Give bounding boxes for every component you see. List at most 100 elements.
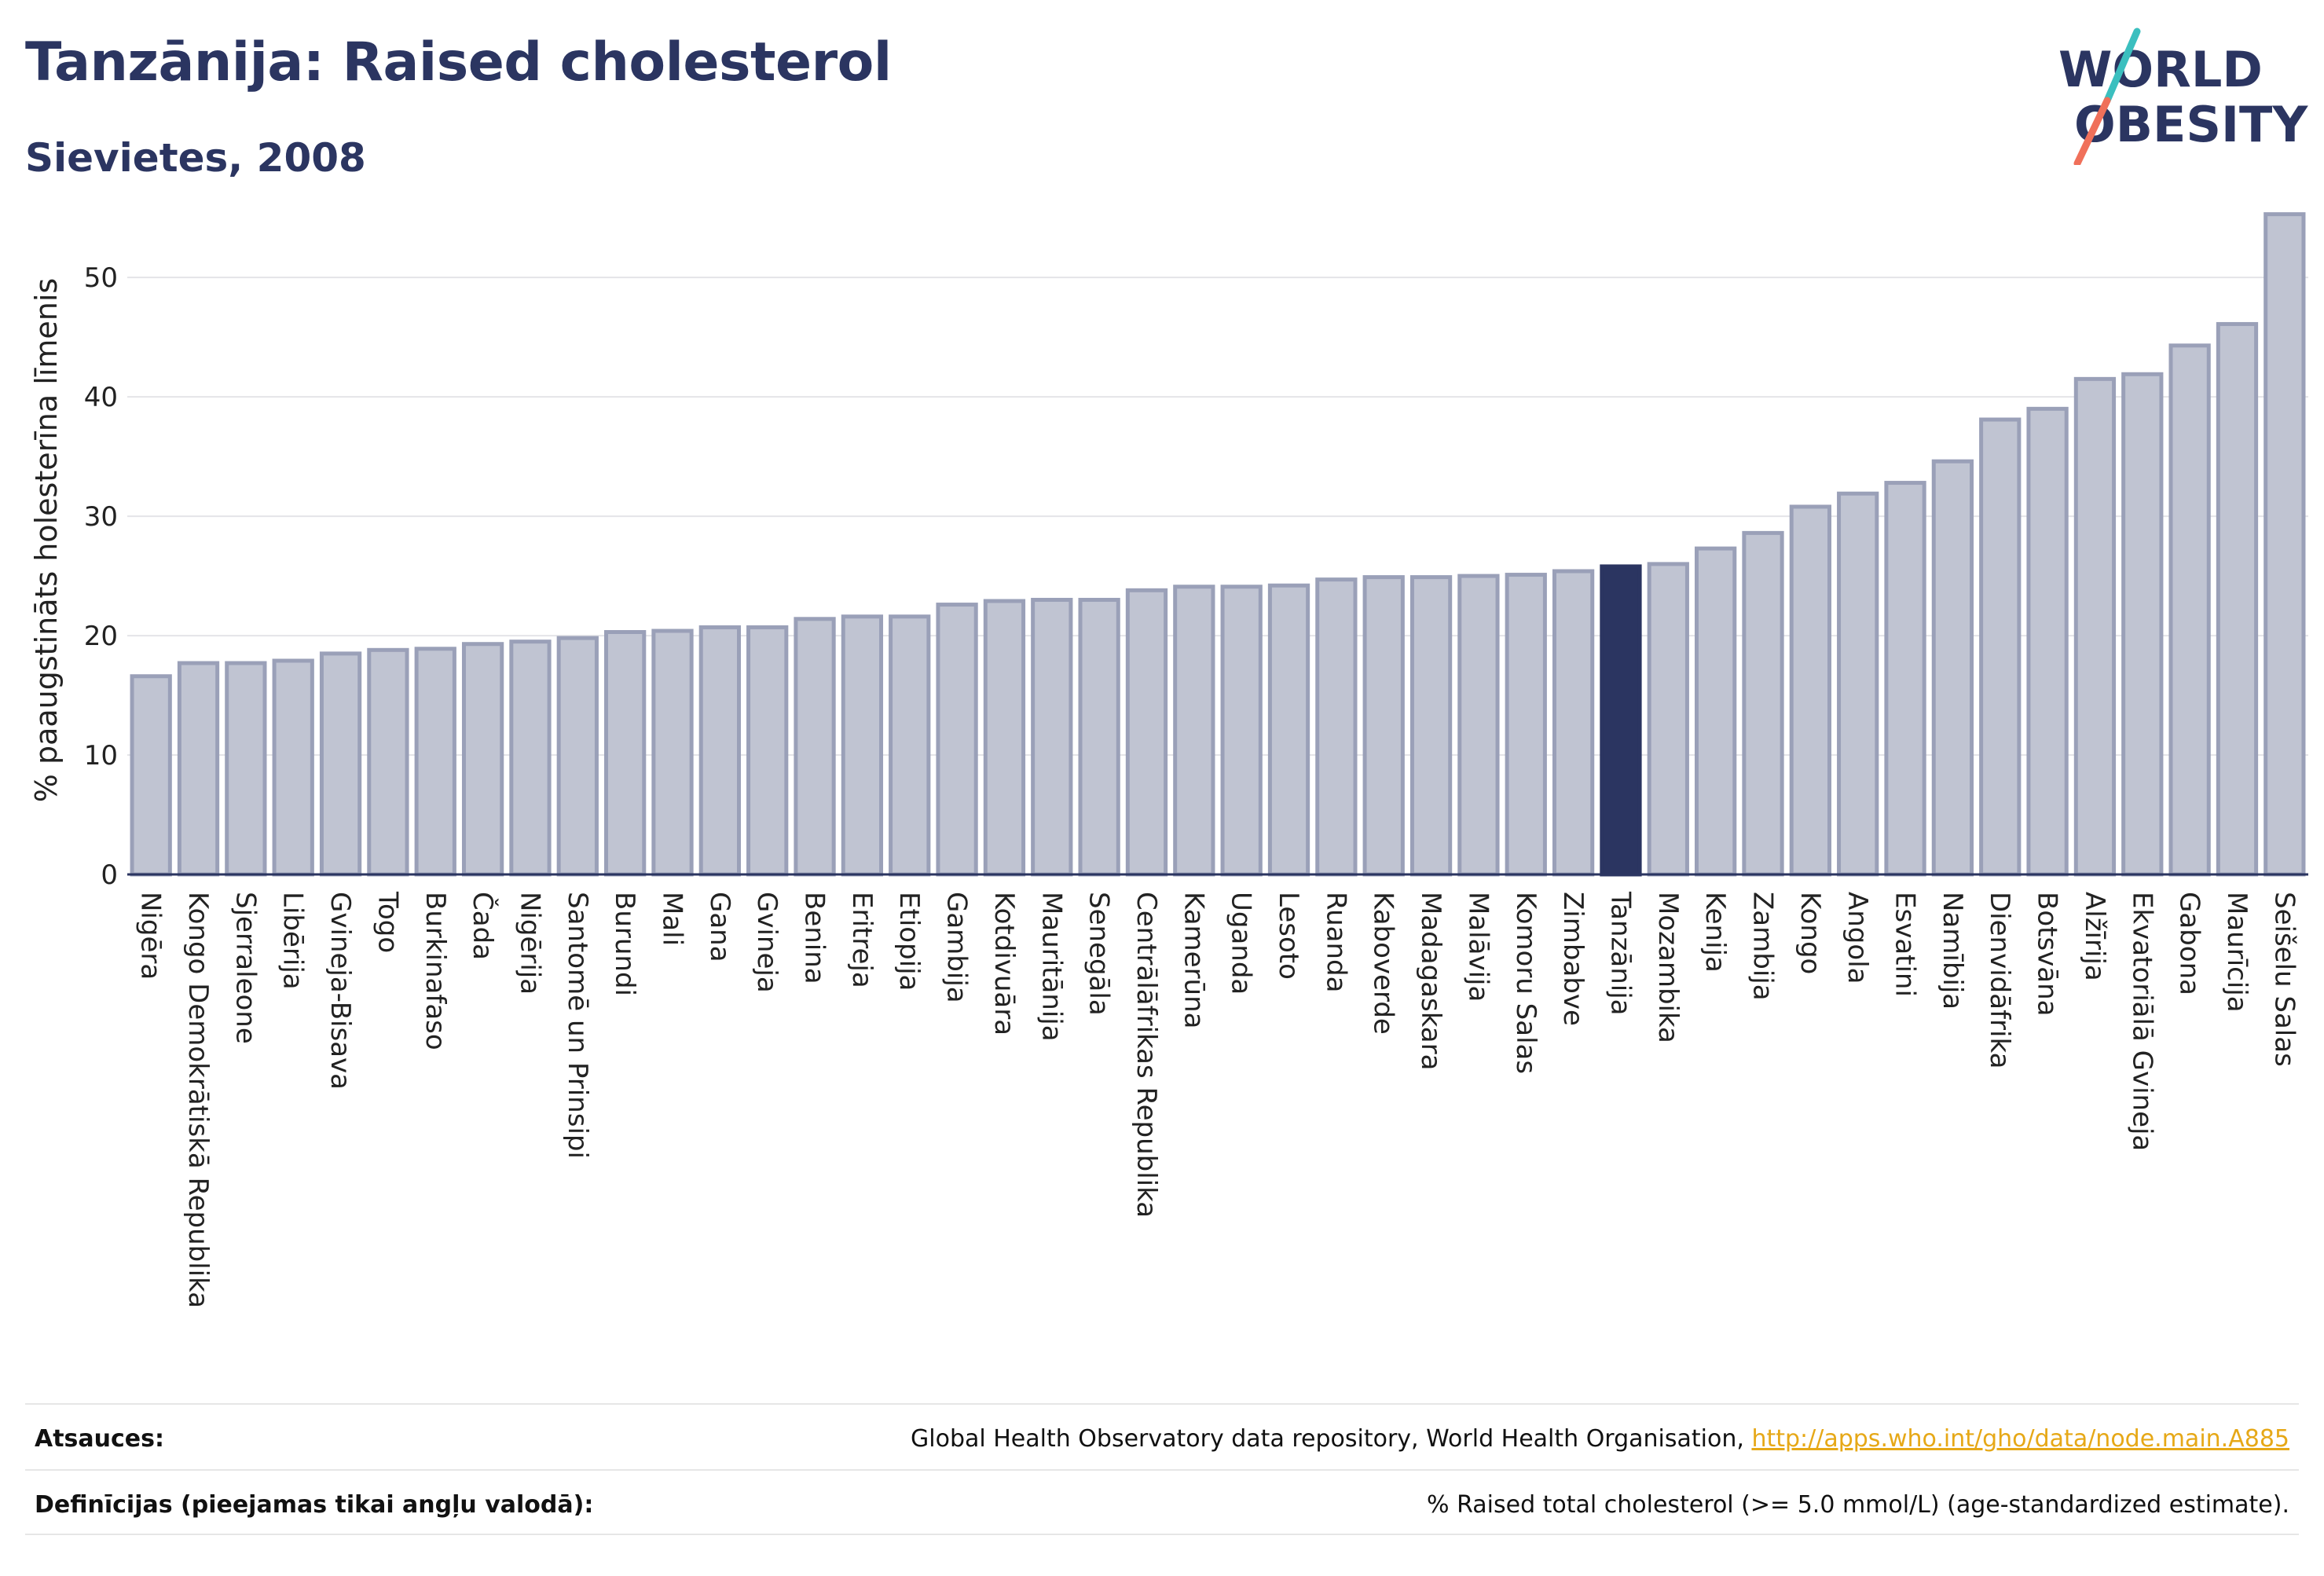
bar xyxy=(1315,577,1358,877)
x-tick-label: Kamerūna xyxy=(1178,892,1209,1028)
bar xyxy=(177,661,220,877)
bar xyxy=(414,647,456,877)
x-tick-label: Nigēra xyxy=(135,892,167,980)
y-tick-label: 40 xyxy=(84,382,118,413)
footer-divider-bottom xyxy=(25,1534,2299,1535)
bar xyxy=(1031,597,1073,877)
x-tick-label: Uganda xyxy=(1226,892,1257,995)
x-tick-label: Mali xyxy=(657,892,688,946)
x-tick-label: Santomē un Prinsipi xyxy=(562,892,593,1159)
x-tick-label: Benina xyxy=(799,892,830,984)
x-tick-label: Eritreja xyxy=(846,892,878,988)
x-tick-label: Senegāla xyxy=(1083,892,1115,1016)
x-tick-label: Gana xyxy=(704,892,735,962)
x-tick-label: Gvineja-Bisava xyxy=(324,892,356,1090)
x-tick-label: Sjerraleone xyxy=(229,892,261,1044)
footer-divider-middle xyxy=(25,1469,2299,1471)
bar xyxy=(2168,343,2211,877)
x-tick-label: Kenija xyxy=(1699,892,1731,973)
bar xyxy=(651,629,694,877)
sources-description: Global Health Observatory data repositor… xyxy=(911,1425,1752,1453)
x-tick-label: Tanzānija xyxy=(1604,891,1636,1015)
bar xyxy=(1125,588,1168,877)
bar xyxy=(1884,481,1926,877)
x-tick-label: Gvineja xyxy=(751,892,783,993)
bar xyxy=(130,674,172,877)
bar xyxy=(367,647,409,877)
x-tick-label: Alžīrija xyxy=(2079,892,2110,981)
x-tick-label: Angola xyxy=(1842,892,1873,984)
world-obesity-logo: WORLD OBESITY xyxy=(2058,27,2308,165)
bar xyxy=(2216,321,2259,877)
x-tick-label: Kongo Demokrātiskā Republika xyxy=(182,892,214,1308)
bar xyxy=(1267,583,1310,877)
x-tick-label: Burkinafaso xyxy=(420,892,451,1050)
x-tick-label: Zimbabve xyxy=(1557,892,1589,1026)
logo-slash-bottom xyxy=(2073,97,2111,165)
bar xyxy=(2073,376,2117,877)
bar xyxy=(1552,569,1595,877)
bar xyxy=(2264,212,2306,877)
bar xyxy=(1505,573,1547,877)
x-tick-label: Lesoto xyxy=(1273,892,1304,980)
bar xyxy=(1979,417,2022,877)
x-tick-label: Gabona xyxy=(2174,892,2205,995)
bar xyxy=(1647,562,1689,877)
x-tick-label: Etiopija xyxy=(893,892,925,991)
bar xyxy=(983,599,1026,877)
footer-divider-top xyxy=(25,1403,2299,1405)
bar xyxy=(461,642,504,877)
bar xyxy=(1742,530,1784,877)
bar xyxy=(889,614,931,877)
x-tick-label: Čada xyxy=(467,892,499,960)
bar xyxy=(1837,491,1879,877)
bar xyxy=(225,661,267,877)
x-tick-label: Burundi xyxy=(609,892,640,996)
bar-highlighted xyxy=(1600,564,1642,877)
chart-subtitle: Sievietes, 2008 xyxy=(25,135,366,181)
bar xyxy=(1695,546,1737,877)
definitions-label: Definīcijas (pieejamas tikai angļu valod… xyxy=(35,1491,594,1519)
x-tick-label: Mauritānija xyxy=(1036,892,1067,1042)
x-tick-label: Togo xyxy=(372,891,403,953)
x-tick-label: Centrālāfrikas Republika xyxy=(1131,892,1162,1218)
x-tick-label: Gambija xyxy=(941,892,973,1003)
x-tick-label: Esvatini xyxy=(1890,892,1921,997)
x-tick-label: Madagaskara xyxy=(1415,892,1446,1070)
bar xyxy=(1078,597,1120,877)
y-tick-label: 30 xyxy=(84,501,118,533)
y-axis-label: % paaugstināts holesterīna līmenis xyxy=(29,278,64,802)
x-tick-label: Libērija xyxy=(277,892,309,990)
x-tick-label: Dienvidāfrika xyxy=(1984,892,2015,1068)
bar xyxy=(1789,504,1831,877)
x-tick-label: Zambija xyxy=(1747,892,1779,1001)
bar xyxy=(272,658,314,877)
sources-link[interactable]: http://apps.who.int/gho/data/node.main.A… xyxy=(1751,1425,2289,1453)
bar xyxy=(698,625,741,877)
y-tick-label: 50 xyxy=(84,262,118,294)
bar xyxy=(936,603,978,877)
x-tick-label: Botsvāna xyxy=(2032,892,2063,1017)
x-tick-label: Kongo xyxy=(1794,892,1826,974)
bar xyxy=(556,636,599,877)
bar xyxy=(1457,574,1500,877)
sources-text: Global Health Observatory data repositor… xyxy=(911,1425,2289,1453)
bar xyxy=(1220,585,1263,877)
y-tick-label: 10 xyxy=(84,740,118,772)
sources-label: Atsauces: xyxy=(35,1425,164,1453)
y-tick-label: 20 xyxy=(84,621,118,652)
logo-slash-top xyxy=(2103,27,2141,104)
bar xyxy=(746,625,789,877)
bar xyxy=(794,617,836,877)
x-tick-label: Komoru Salas xyxy=(1510,892,1541,1074)
bar xyxy=(604,630,647,877)
bar xyxy=(841,614,884,877)
x-tick-label: Namībija xyxy=(1937,892,1968,1010)
definitions-text: % Raised total cholesterol (>= 5.0 mmol/… xyxy=(1427,1491,2289,1519)
y-tick-label: 0 xyxy=(101,859,118,891)
x-tick-label: Maurīcija xyxy=(2221,892,2253,1013)
bar xyxy=(2121,372,2164,877)
x-tick-label: Ruanda xyxy=(1320,892,1351,992)
x-tick-label: Seišelu Salas xyxy=(2268,892,2300,1067)
bar xyxy=(2026,406,2069,877)
